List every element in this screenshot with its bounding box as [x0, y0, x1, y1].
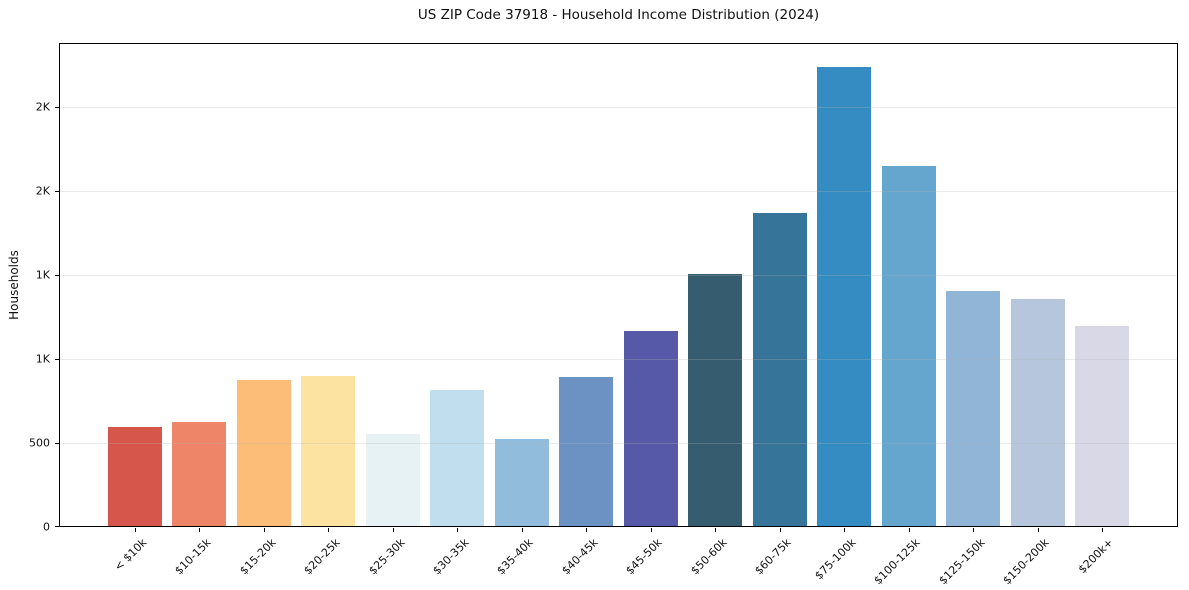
gridline-2K — [60, 190, 1177, 192]
x-tick-mark — [135, 528, 136, 532]
x-tick-label: $150-200k — [1000, 536, 1052, 588]
x-tick-label: $35-40k — [494, 536, 537, 578]
x-tick-mark — [908, 528, 910, 532]
x-tick-label: $50-60k — [688, 536, 730, 578]
x-tick-mark — [521, 528, 523, 532]
bar-30-35k — [430, 389, 485, 526]
x-tick-mark — [199, 528, 201, 532]
bar-125-150k — [946, 290, 1001, 526]
chart-title: US ZIP Code 37918 - Household Income Dis… — [417, 7, 820, 23]
x-axis: < $10k $10-15k $15-20k $20-25k $25-30k $30-35… — [59, 527, 1178, 590]
gridline-500 — [60, 442, 1177, 444]
x-tick-mark — [1102, 528, 1103, 532]
x-tick-mark — [844, 528, 846, 532]
x-tick-label: $10-15k — [172, 536, 214, 578]
bar-50-60k — [688, 273, 743, 526]
x-tick-label: $75-100k — [812, 536, 859, 583]
x-tick-mark — [263, 528, 265, 532]
bar-60-75k — [752, 213, 807, 526]
bar-10k — [108, 426, 162, 526]
y-tick-label: 1K — [35, 268, 50, 282]
x-tick-mark — [457, 528, 459, 532]
y-tick-mark — [55, 274, 59, 276]
gridline-1K — [60, 358, 1177, 360]
x-tick-mark — [973, 528, 975, 532]
x-tick-label: $125-150k — [936, 536, 988, 588]
bar-20-25k — [301, 376, 356, 526]
bar-25-30k — [365, 433, 420, 526]
y-tick-mark — [55, 526, 59, 527]
bar-10-15k — [172, 421, 227, 526]
y-tick-label: 0 — [43, 520, 50, 534]
y-tick-label: 500 — [29, 436, 50, 450]
x-tick-mark — [586, 528, 588, 532]
x-tick-label: $25-30k — [365, 536, 408, 578]
x-tick-mark — [392, 528, 394, 532]
x-tick-mark — [715, 528, 717, 532]
y-tick-label: 2K — [35, 184, 50, 198]
y-tick-mark — [55, 190, 59, 192]
y-tick-mark — [55, 358, 59, 360]
bar-200k — [1075, 326, 1129, 526]
x-tick-label: $100-125k — [871, 536, 923, 588]
x-tick-mark — [650, 528, 652, 532]
bar-100-125k — [881, 166, 936, 526]
bar-75-100k — [817, 67, 872, 526]
bar-15-20k — [236, 379, 291, 526]
x-tick-label: $60-75k — [752, 536, 794, 578]
bar-40-45k — [559, 377, 614, 526]
x-tick-label: < $10k — [111, 536, 150, 574]
x-tick-mark — [779, 528, 781, 532]
x-tick-mark — [1037, 528, 1039, 532]
bar-150-200k — [1010, 299, 1065, 526]
gridline-1K — [60, 274, 1177, 276]
plot-area — [59, 43, 1178, 527]
x-tick-label: $200k+ — [1076, 536, 1117, 577]
x-tick-label: $15-20k — [236, 536, 279, 578]
y-tick-mark — [55, 442, 59, 444]
bar-45-50k — [623, 331, 678, 526]
x-tick-label: $20-25k — [301, 536, 343, 578]
bar-35-40k — [494, 438, 549, 526]
x-tick-label: $30-35k — [430, 536, 472, 578]
y-axis: 0 500 1K 1K 2K 2K — [0, 43, 59, 534]
gridline-2K — [60, 106, 1177, 108]
x-tick-mark — [328, 528, 330, 532]
y-tick-label: 2K — [35, 100, 50, 114]
x-tick-label: $40-45k — [559, 536, 601, 578]
y-tick-mark — [55, 106, 59, 108]
x-tick-label: $45-50k — [623, 536, 665, 578]
y-tick-label: 1K — [35, 352, 50, 366]
